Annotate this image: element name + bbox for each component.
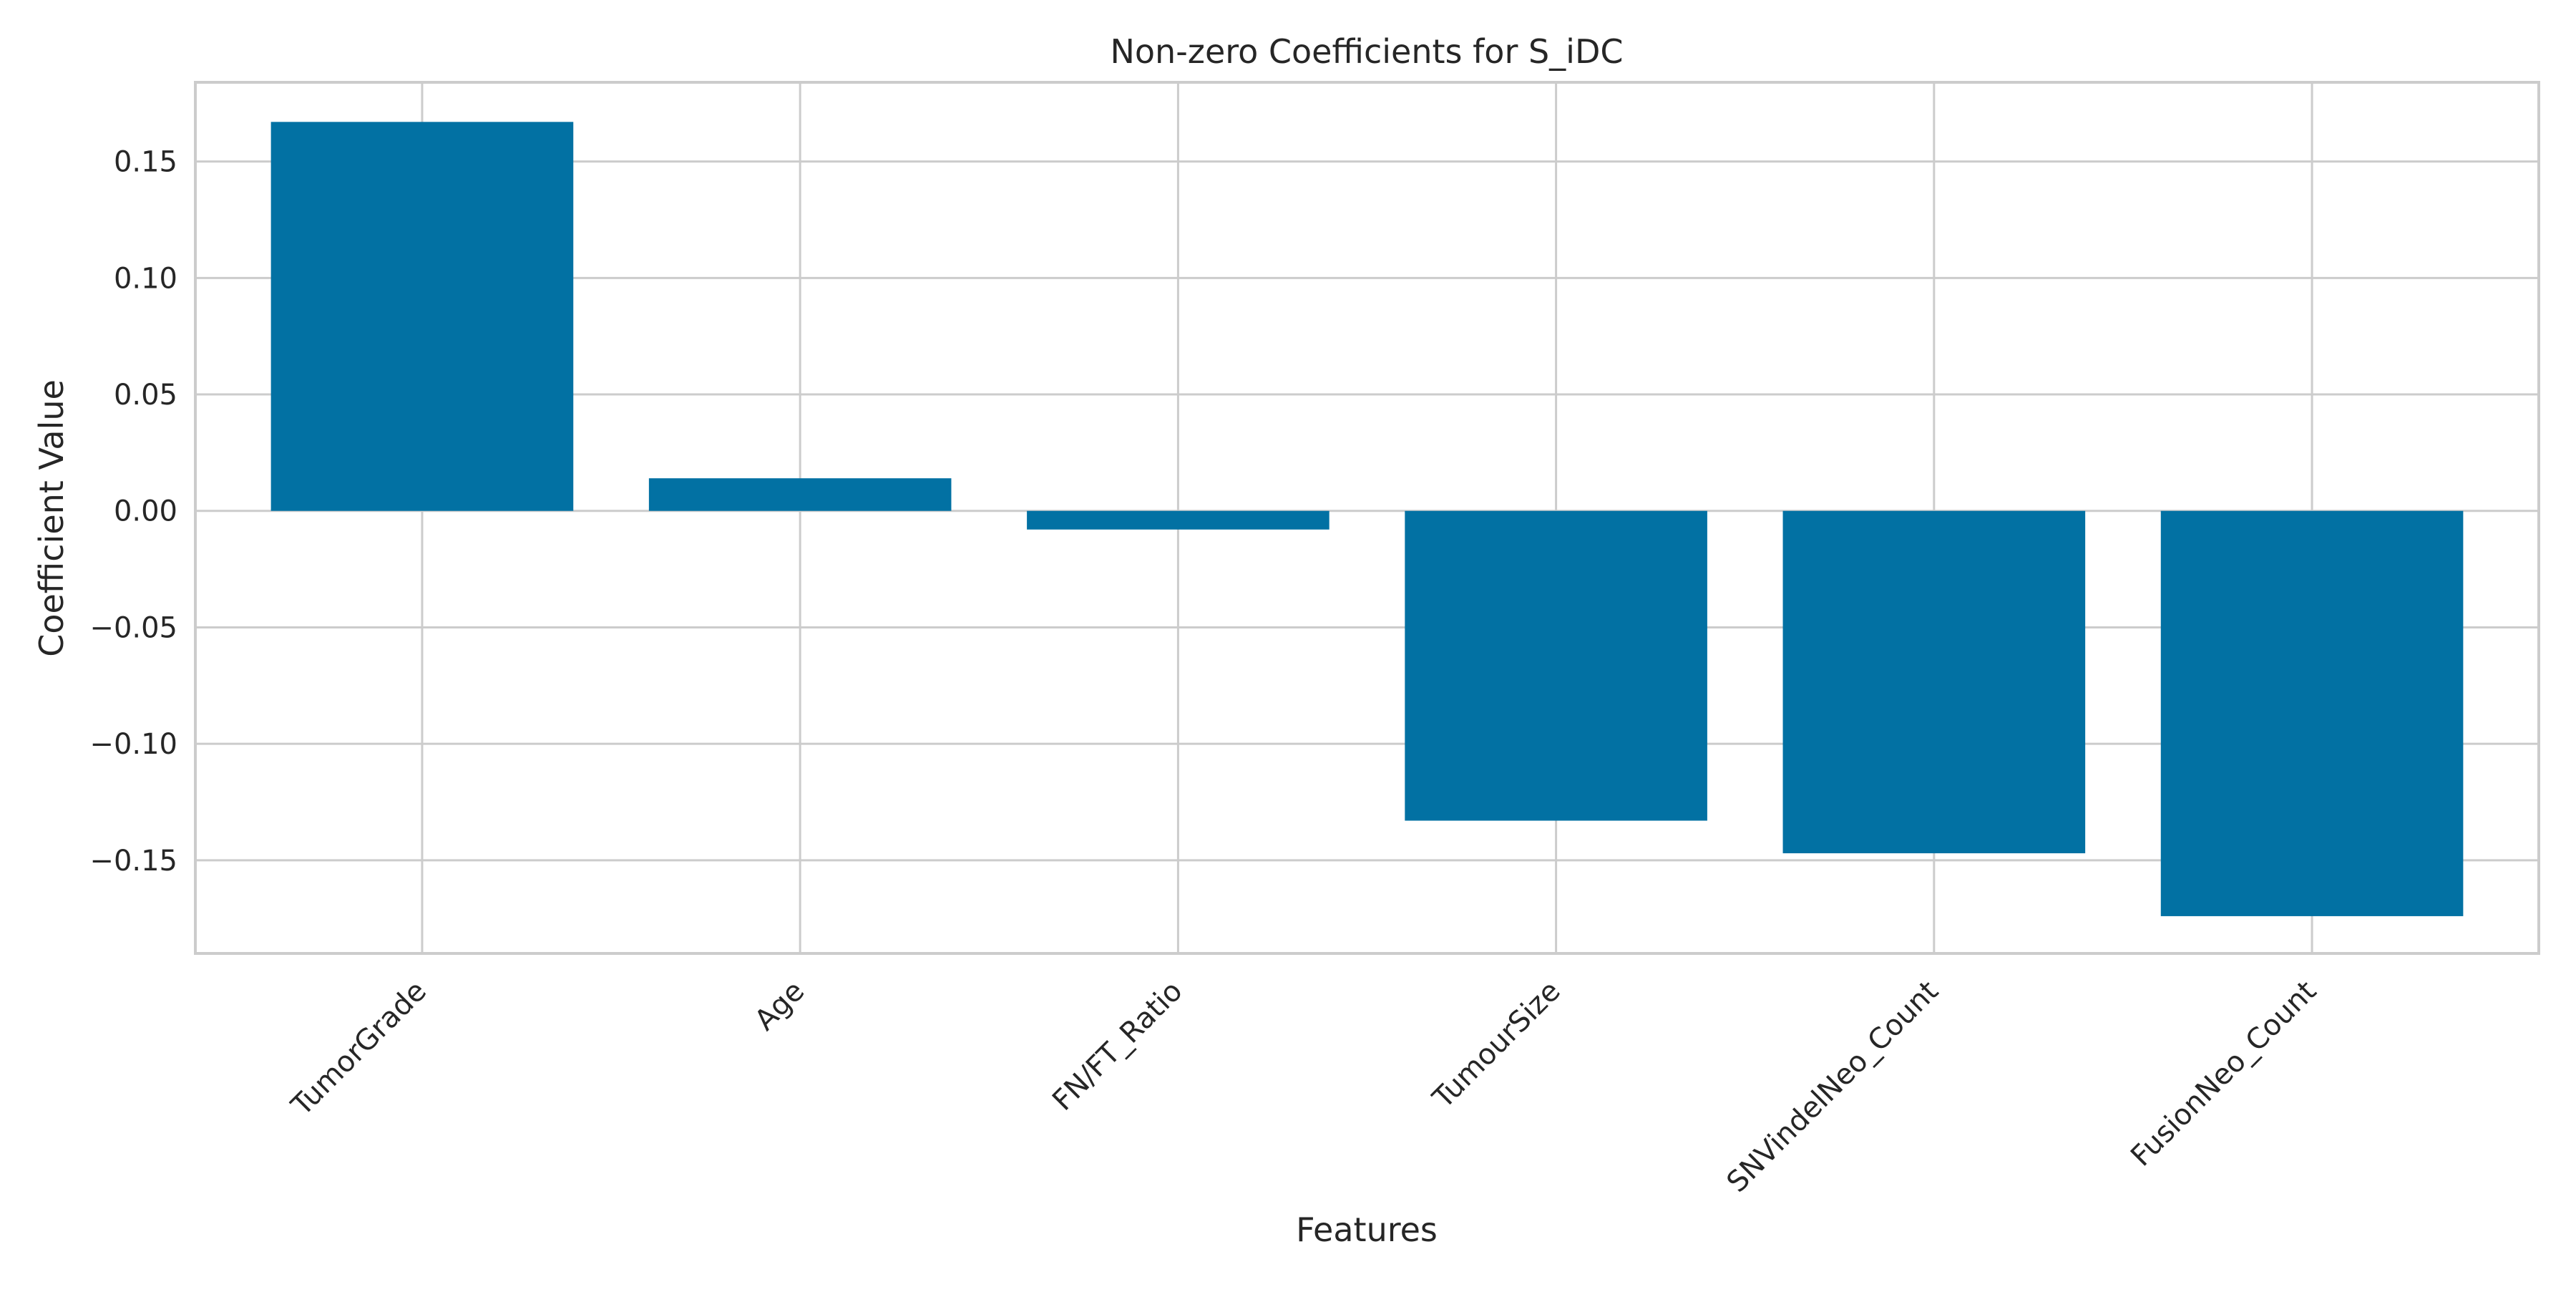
bar-fn-ft-ratio: [1027, 510, 1330, 530]
x-tick-label: FN/FT_Ratio: [1046, 975, 1189, 1117]
y-tick-label: −0.10: [89, 728, 177, 761]
y-tick-label: 0.15: [114, 146, 177, 179]
y-tick-label: −0.05: [89, 611, 177, 644]
x-tick-label: TumorGrade: [285, 975, 433, 1123]
x-tick-labels: TumorGrade Age FN/FT_Ratio TumourSize SNVind…: [285, 975, 2323, 1199]
bar-snvindelneo-count: [1782, 510, 2086, 854]
y-tick-label: 0.05: [114, 379, 177, 412]
chart-title: Non-zero Coefficients for S_iDC: [1111, 32, 1624, 71]
bar-fusionneo-count: [2160, 510, 2464, 916]
bar-tumoursize: [1405, 510, 1707, 821]
plot-frame: [194, 81, 2540, 955]
y-axis-label: Coefficient Value: [32, 379, 71, 657]
x-axis-label: Features: [1296, 1210, 1438, 1249]
bar-age: [648, 478, 952, 511]
bar-tumorgrade: [270, 122, 574, 511]
y-tick-label: 0.10: [114, 262, 177, 295]
y-tick-labels: −0.15 −0.10 −0.05 0.00 0.05 0.10 0.15: [89, 146, 177, 878]
x-tick-label: SNVindelNeo_Count: [1721, 975, 1945, 1199]
y-tick-label: 0.00: [114, 495, 177, 528]
x-tick-label: TumourSize: [1426, 975, 1567, 1116]
bars: [270, 122, 2464, 916]
x-tick-label: FusionNeo_Count: [2124, 975, 2323, 1173]
x-tick-label: Age: [748, 975, 811, 1037]
y-tick-label: −0.15: [89, 845, 177, 878]
